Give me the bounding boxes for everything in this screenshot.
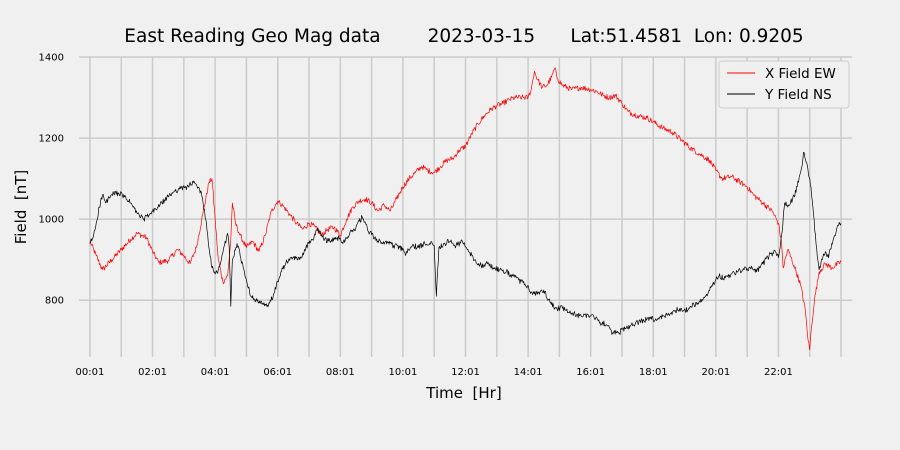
legend: X Field EW Y Field NS [718,60,850,109]
x-tick-label: 14:01 [514,367,543,378]
series-line-x-field [89,67,842,351]
x-axis-label: Time [Hr] [425,384,501,402]
x-tick-label: 10:01 [388,367,417,378]
y-tick-label: 1400 [39,53,64,64]
x-tick-label: 02:01 [138,367,167,378]
x-axis-ticks: 00:01 02:01 04:01 06:01 08:01 10:01 12:01 14:01… [76,367,793,378]
y-tick-label: 1000 [39,215,64,226]
y-tick-label: 1200 [39,134,64,145]
x-tick-label: 08:01 [326,367,355,378]
x-tick-label: 04:01 [201,367,230,378]
y-axis-label: Field [nT] [12,170,30,245]
x-tick-label: 22:01 [764,367,793,378]
y-axis-ticks: 800 1000 1200 1400 [39,53,64,307]
legend-label-x-field: X Field EW [765,66,836,82]
x-tick-label: 00:01 [76,367,105,378]
x-tick-label: 12:01 [451,367,480,378]
series-line-y-field [89,151,842,335]
x-tick-label: 20:01 [701,367,730,378]
grid [79,56,852,357]
chart-title: East Reading Geo Mag data 2023-03-15 Lat… [124,26,803,47]
x-tick-label: 06:01 [263,367,292,378]
y-tick-label: 800 [45,296,64,307]
x-tick-label: 18:01 [639,367,668,378]
series-lines [89,67,842,351]
legend-label-y-field: Y Field NS [764,87,832,103]
x-tick-label: 16:01 [576,367,605,378]
